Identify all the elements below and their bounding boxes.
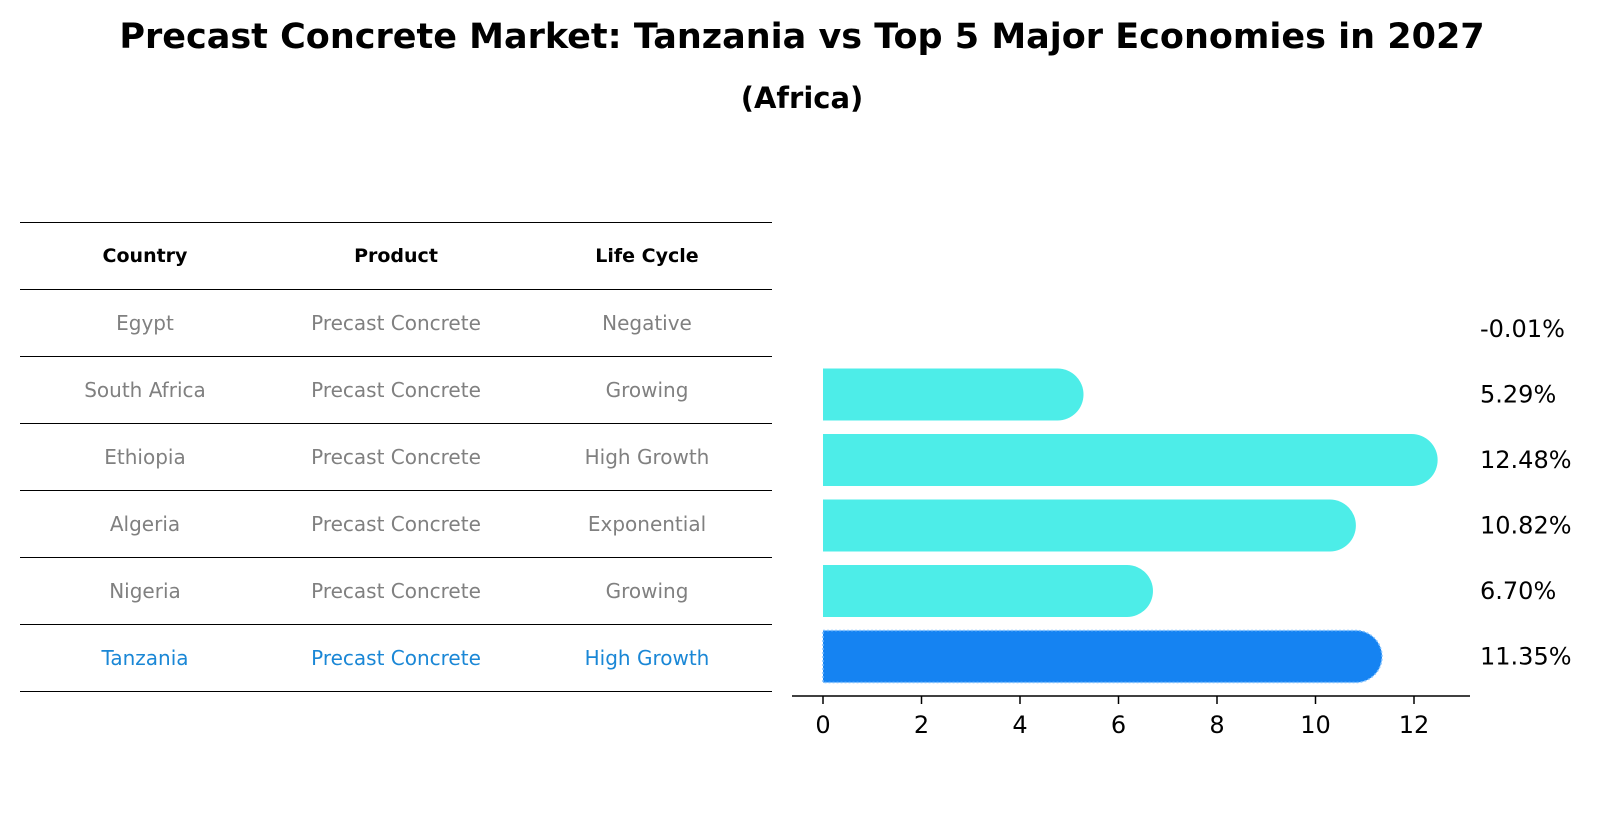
header-country: Country — [102, 245, 188, 267]
x-tick-label: 10 — [1300, 711, 1331, 739]
life-cycle-cell: Exponential — [587, 512, 707, 536]
bar-nigeria — [823, 565, 1153, 617]
value-label: 12.48% — [1480, 446, 1572, 474]
table-row: Algeria Precast Concrete Exponential — [20, 490, 772, 557]
country-cell: Algeria — [109, 512, 181, 536]
market-table: Country Product Life Cycle Egypt Precast… — [20, 222, 772, 692]
x-tick-label: 4 — [1012, 711, 1027, 739]
x-tick-label: 6 — [1111, 711, 1126, 739]
country-cell: Ethiopia — [104, 445, 186, 469]
country-cell: Tanzania — [101, 646, 189, 670]
product-cell: Precast Concrete — [311, 445, 481, 469]
life-cycle-cell: High Growth — [584, 646, 710, 670]
value-label: 5.29% — [1480, 381, 1556, 409]
life-cycle-cell: High Growth — [584, 445, 710, 469]
life-cycle-cell: Growing — [605, 579, 689, 603]
country-cell: South Africa — [84, 378, 206, 402]
product-cell: Precast Concrete — [311, 646, 481, 670]
bar-tanzania — [822, 629, 1383, 684]
country-cell: Egypt — [116, 311, 174, 335]
country-cell: Nigeria — [109, 579, 181, 603]
value-label: 10.82% — [1480, 512, 1572, 540]
product-cell: Precast Concrete — [311, 311, 481, 335]
table-row: Egypt Precast Concrete Negative — [20, 289, 772, 356]
product-cell: Precast Concrete — [311, 579, 481, 603]
product-cell: Precast Concrete — [311, 378, 481, 402]
table-header-row: Country Product Life Cycle — [20, 222, 772, 289]
bar-algeria — [823, 499, 1356, 552]
header-life-cycle: Life Cycle — [595, 245, 699, 267]
header-product: Product — [354, 245, 438, 267]
table-row-highlighted: Tanzania Precast Concrete High Growth — [20, 624, 772, 692]
bar-ethiopia — [823, 434, 1438, 486]
x-tick-label: 8 — [1209, 711, 1224, 739]
chart-subtitle: (Africa) — [740, 81, 864, 115]
bar-south-africa — [823, 368, 1084, 421]
table-row: Ethiopia Precast Concrete High Growth — [20, 423, 772, 490]
x-tick-label: 2 — [914, 711, 929, 739]
value-label: 11.35% — [1480, 643, 1572, 671]
x-tick-label: 12 — [1399, 711, 1430, 739]
life-cycle-cell: Negative — [602, 311, 692, 335]
value-label: -0.01% — [1480, 315, 1565, 343]
product-cell: Precast Concrete — [311, 512, 481, 536]
life-cycle-cell: Growing — [605, 378, 689, 402]
x-tick-label: 0 — [815, 711, 830, 739]
chart-title: Precast Concrete Market: Tanzania vs Top… — [119, 17, 1485, 57]
value-label: 6.70% — [1480, 577, 1556, 605]
table-row: South Africa Precast Concrete Growing — [20, 356, 772, 423]
table-row: Nigeria Precast Concrete Growing — [20, 557, 772, 624]
